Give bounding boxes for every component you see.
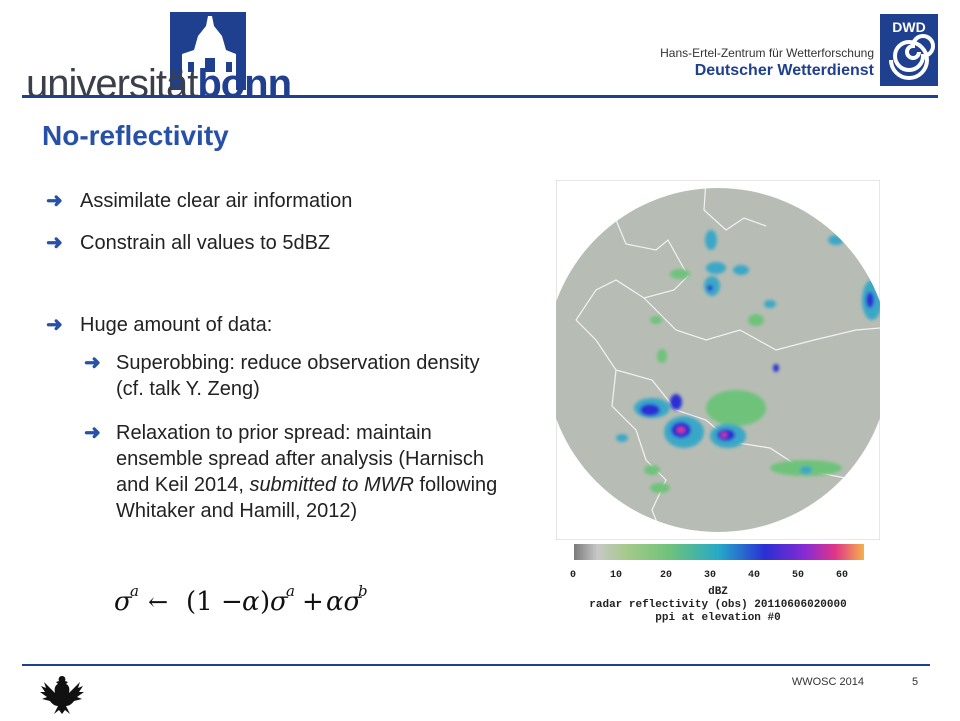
svg-text:α: α [242,587,260,617]
radar-caption-line2: ppi at elevation #0 [655,612,781,624]
svg-text:): ) [260,587,270,617]
sub-bullet-item: ➜ Relaxation to prior spread: maintain e… [84,422,498,522]
svg-text:σ: σ [270,587,289,617]
university-bonn-logo: universitätbonn [22,10,292,106]
radar-reflectivity-image [546,179,890,541]
svg-text:b: b [358,582,368,600]
sub-bullet-item: ➜ Superobbing: reduce observation densit… [84,352,480,400]
colorbar-tick: 30 [704,570,717,581]
university-wordmark: universitätbonn [26,62,292,106]
dwd-logo-text: Hans-Ertel-Zentrum für Wetterforschung D… [660,46,874,80]
svg-text:σ: σ [114,587,133,617]
dwd-logo: DWD [880,14,938,86]
bullet-item: ➜ Huge amount of data: [46,314,273,336]
dwd-swirl-icon: DWD [880,14,938,86]
arrow-right-icon: ➜ [46,314,63,336]
relaxation-formula: σ a ← (1 − α ) σ a + ασ b [114,580,404,620]
arrow-right-icon: ➜ [46,190,63,212]
bullet-item: ➜ Assimilate clear air information [46,190,353,212]
footer-conference: WWOSC 2014 [791,676,864,688]
svg-text:a: a [130,582,139,600]
svg-text:(1 −: (1 − [186,587,243,617]
footer-page-number: 5 [912,676,919,688]
arrow-right-icon: ➜ [84,422,101,444]
slide-title: No-reflectivity [42,120,229,151]
building-icon [170,12,246,90]
colorbar-unit: dBZ [708,586,728,598]
svg-text:←: ← [148,588,168,616]
colorbar-tick: 20 [660,570,673,581]
header-rule [22,95,938,98]
colorbar-tick: 60 [836,570,849,581]
arrow-right-icon: ➜ [84,352,101,374]
dwd-title: Deutscher Wetterdienst [694,62,874,79]
footer-rule [22,664,930,666]
colorbar-tick: 40 [748,570,761,581]
arrow-right-icon: ➜ [46,232,63,254]
federal-eagle-icon [38,672,86,716]
svg-text:ασ: ασ [326,587,363,617]
dwd-badge-text: DWD [892,19,925,35]
colorbar [574,544,864,560]
colorbar-tick: 10 [610,570,623,581]
svg-text:a: a [286,582,295,600]
dwd-subtitle: Hans-Ertel-Zentrum für Wetterforschung [660,46,874,60]
colorbar-ticks: 0 10 20 30 40 50 60 [568,570,868,584]
svg-text:+: + [302,587,324,617]
colorbar-tick: 0 [570,570,577,581]
bullet-item: ➜ Constrain all values to 5dBZ [46,232,331,254]
colorbar-tick: 50 [792,570,805,581]
radar-caption-line1: radar reflectivity (obs) 20110606020000 [589,599,847,611]
